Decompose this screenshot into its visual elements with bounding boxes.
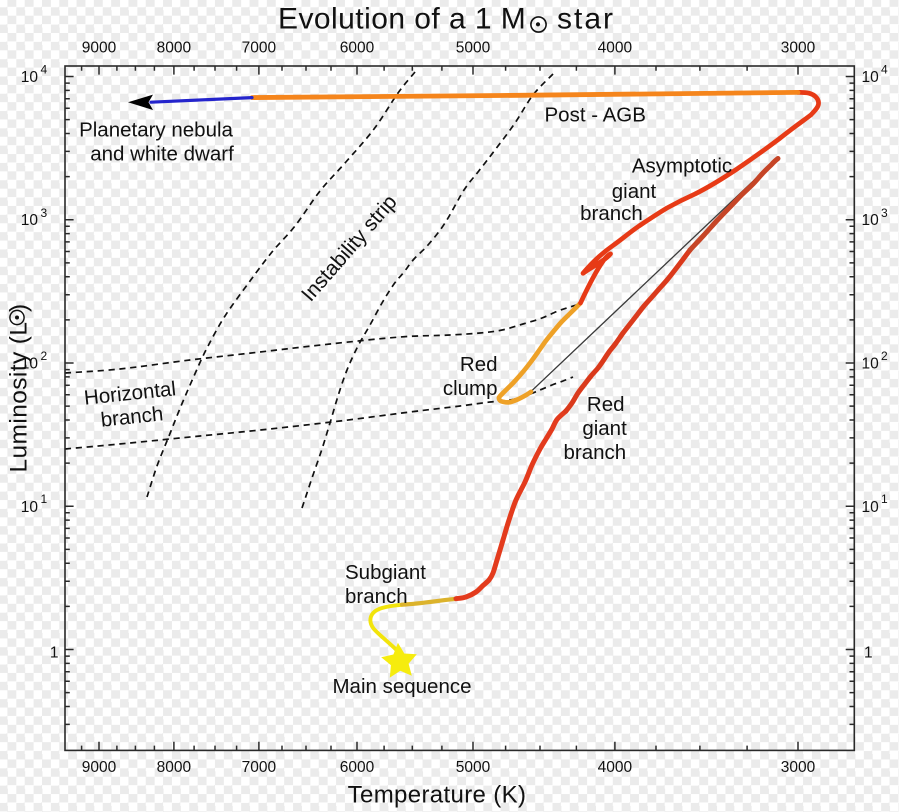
svg-text:5000: 5000 [456, 759, 491, 776]
svg-text:Subgiant: Subgiant [345, 561, 426, 584]
svg-text:10: 10 [862, 356, 880, 373]
svg-text:5000: 5000 [456, 40, 491, 57]
svg-text:2: 2 [41, 349, 48, 363]
svg-text:3000: 3000 [781, 759, 816, 776]
svg-text:Asymptotic: Asymptotic [632, 155, 732, 178]
svg-text:3: 3 [881, 206, 888, 220]
svg-text:10: 10 [862, 499, 880, 516]
svg-text:Evolution of a 1 M: Evolution of a 1 M [278, 3, 526, 36]
svg-text:4: 4 [881, 63, 888, 77]
svg-text:6000: 6000 [340, 40, 375, 57]
svg-text:branch: branch [564, 441, 627, 464]
svg-text:8000: 8000 [157, 40, 192, 57]
svg-text:branch: branch [345, 585, 408, 608]
svg-text:10: 10 [862, 69, 880, 86]
svg-text:9000: 9000 [82, 40, 117, 57]
svg-text:Luminosity (L: Luminosity (L [6, 322, 33, 473]
svg-text:2: 2 [881, 349, 888, 363]
svg-text:7000: 7000 [242, 759, 277, 776]
svg-text:6000: 6000 [340, 759, 375, 776]
svg-text:): ) [6, 303, 33, 312]
svg-text:10: 10 [21, 212, 39, 229]
svg-text:Post - AGB: Post - AGB [545, 104, 646, 127]
svg-text:4000: 4000 [598, 40, 633, 57]
svg-text:1: 1 [881, 492, 888, 506]
svg-text:Temperature (K): Temperature (K) [348, 782, 527, 809]
svg-text:10: 10 [862, 212, 880, 229]
svg-text:1: 1 [50, 645, 59, 662]
svg-text:1: 1 [41, 492, 48, 506]
svg-text:branch: branch [580, 202, 643, 225]
svg-text:4: 4 [41, 63, 48, 77]
svg-text:8000: 8000 [157, 759, 192, 776]
svg-text:9000: 9000 [82, 759, 117, 776]
svg-text:giant: giant [582, 417, 627, 440]
svg-text:7000: 7000 [242, 40, 277, 57]
svg-text:Red: Red [460, 353, 498, 376]
svg-text:clump: clump [443, 377, 498, 400]
svg-text:giant: giant [612, 180, 657, 203]
svg-text:Main sequence: Main sequence [332, 675, 471, 698]
svg-text:10: 10 [21, 69, 39, 86]
svg-text:3000: 3000 [781, 40, 816, 57]
svg-text:Planetary nebula: Planetary nebula [79, 119, 233, 142]
svg-text:10: 10 [21, 499, 39, 516]
svg-text:4000: 4000 [598, 759, 633, 776]
svg-text:Red: Red [587, 393, 625, 416]
svg-text:1: 1 [864, 645, 873, 662]
svg-text:and white dwarf: and white dwarf [90, 143, 234, 166]
svg-text:star: star [557, 3, 615, 36]
svg-text:Instability strip: Instability strip [297, 191, 402, 307]
svg-text:10: 10 [21, 356, 39, 373]
svg-text:3: 3 [41, 206, 48, 220]
